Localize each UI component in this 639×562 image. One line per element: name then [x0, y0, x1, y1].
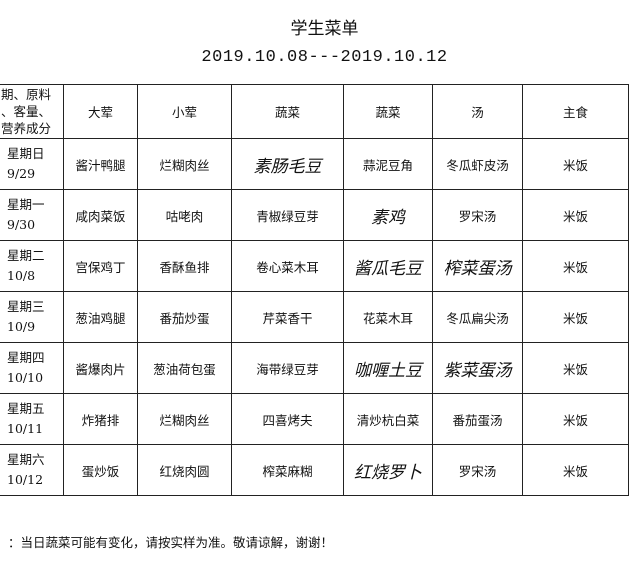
cell-side-meat: 葱油荷包蛋	[137, 342, 232, 394]
menu-table: 期、原料 、客量、 营养成分 大荤 小荤 蔬菜 蔬菜 汤 主食 星期日 9/29…	[0, 84, 629, 496]
corner-line: 、客量、	[1, 104, 52, 119]
cell-soup: 番茄蛋汤	[432, 393, 523, 445]
cell-vegetable-2: 酱瓜毛豆	[343, 240, 433, 292]
day-cell: 星期五 10/11	[0, 393, 64, 445]
day-cell: 星期二 10/8	[0, 240, 64, 292]
cell-vegetable-1: 海带绿豆芽	[231, 342, 344, 394]
cell-main-meat: 酱爆肉片	[63, 342, 138, 394]
cell-staple: 米饭	[522, 240, 629, 292]
cell-soup: 罗宋汤	[432, 189, 523, 241]
corner-header: 期、原料 、客量、 营养成分	[0, 84, 64, 139]
header-main-meat: 大荤	[63, 84, 138, 139]
cell-vegetable-2: 清炒杭白菜	[343, 393, 433, 445]
table-row: 星期日 9/29 酱汁鸭腿 烂糊肉丝 素肠毛豆 蒜泥豆角 冬瓜虾皮汤 米饭	[0, 138, 629, 190]
cell-side-meat: 烂糊肉丝	[137, 393, 232, 445]
weekday: 星期一	[7, 197, 45, 212]
cell-staple: 米饭	[522, 291, 629, 343]
cell-staple: 米饭	[522, 342, 629, 394]
day-cell: 星期六 10/12	[0, 444, 64, 496]
cell-soup: 罗宋汤	[432, 444, 523, 496]
table-row: 星期一 9/30 咸肉菜饭 咕咾肉 青椒绿豆芽 素鸡 罗宋汤 米饭	[0, 189, 629, 241]
header-row: 期、原料 、客量、 营养成分 大荤 小荤 蔬菜 蔬菜 汤 主食	[0, 84, 629, 139]
cell-vegetable-2: 素鸡	[343, 189, 433, 241]
cell-soup: 紫菜蛋汤	[432, 342, 523, 394]
cell-vegetable-1: 榨菜麻糊	[231, 444, 344, 496]
cell-main-meat: 炸猪排	[63, 393, 138, 445]
table-row: 星期五 10/11 炸猪排 烂糊肉丝 四喜烤夫 清炒杭白菜 番茄蛋汤 米饭	[0, 393, 629, 445]
cell-staple: 米饭	[522, 189, 629, 241]
corner-line: 期、原料	[1, 87, 52, 102]
day-cell: 星期日 9/29	[0, 138, 64, 190]
date: 9/29	[7, 166, 36, 181]
cell-vegetable-1: 卷心菜木耳	[231, 240, 344, 292]
date: 10/9	[7, 319, 36, 334]
cell-soup: 冬瓜虾皮汤	[432, 138, 523, 190]
header-vegetable-1: 蔬菜	[231, 84, 344, 139]
date: 9/30	[7, 217, 36, 232]
cell-vegetable-2: 蒜泥豆角	[343, 138, 433, 190]
cell-side-meat: 咕咾肉	[137, 189, 232, 241]
page-title: 学生菜单	[290, 19, 359, 39]
day-cell: 星期一 9/30	[0, 189, 64, 241]
weekday: 星期四	[7, 350, 45, 365]
footnote: ：当日蔬菜可能有变化，请按实样为准。敬请谅解，谢谢！	[8, 535, 334, 550]
table-row: 星期二 10/8 宫保鸡丁 香酥鱼排 卷心菜木耳 酱瓜毛豆 榨菜蛋汤 米饭	[0, 240, 629, 292]
corner-line: 营养成分	[1, 121, 52, 136]
table-row: 星期六 10/12 蛋炒饭 红烧肉圆 榨菜麻糊 红烧罗卜 罗宋汤 米饭	[0, 444, 629, 496]
cell-main-meat: 蛋炒饭	[63, 444, 138, 496]
weekday: 星期六	[7, 452, 45, 467]
date: 10/10	[7, 370, 44, 385]
cell-main-meat: 咸肉菜饭	[63, 189, 138, 241]
date-range: 2019.10.08---2019.10.12	[201, 48, 448, 67]
cell-main-meat: 酱汁鸭腿	[63, 138, 138, 190]
cell-vegetable-1: 青椒绿豆芽	[231, 189, 344, 241]
date: 10/11	[7, 421, 44, 436]
date: 10/12	[7, 472, 44, 487]
table-row: 星期四 10/10 酱爆肉片 葱油荷包蛋 海带绿豆芽 咖喱土豆 紫菜蛋汤 米饭	[0, 342, 629, 394]
cell-side-meat: 番茄炒蛋	[137, 291, 232, 343]
cell-vegetable-2: 红烧罗卜	[343, 444, 433, 496]
cell-soup: 冬瓜扁尖汤	[432, 291, 523, 343]
cell-main-meat: 宫保鸡丁	[63, 240, 138, 292]
weekday: 星期二	[7, 248, 45, 263]
weekday: 星期三	[7, 299, 45, 314]
cell-main-meat: 葱油鸡腿	[63, 291, 138, 343]
header-side-meat: 小荤	[137, 84, 232, 139]
day-cell: 星期四 10/10	[0, 342, 64, 394]
cell-side-meat: 香酥鱼排	[137, 240, 232, 292]
cell-side-meat: 红烧肉圆	[137, 444, 232, 496]
header-staple: 主食	[522, 84, 629, 139]
cell-vegetable-1: 四喜烤夫	[231, 393, 344, 445]
header-soup: 汤	[432, 84, 523, 139]
cell-staple: 米饭	[522, 393, 629, 445]
weekday: 星期日	[7, 146, 45, 161]
cell-vegetable-2: 咖喱土豆	[343, 342, 433, 394]
day-cell: 星期三 10/9	[0, 291, 64, 343]
table-row: 星期三 10/9 葱油鸡腿 番茄炒蛋 芹菜香干 花菜木耳 冬瓜扁尖汤 米饭	[0, 291, 629, 343]
date: 10/8	[7, 268, 36, 283]
cell-soup: 榨菜蛋汤	[432, 240, 523, 292]
cell-staple: 米饭	[522, 444, 629, 496]
cell-side-meat: 烂糊肉丝	[137, 138, 232, 190]
header-vegetable-2: 蔬菜	[343, 84, 433, 139]
cell-vegetable-2: 花菜木耳	[343, 291, 433, 343]
cell-vegetable-1: 芹菜香干	[231, 291, 344, 343]
cell-vegetable-1: 素肠毛豆	[231, 138, 344, 190]
weekday: 星期五	[7, 401, 45, 416]
cell-staple: 米饭	[522, 138, 629, 190]
